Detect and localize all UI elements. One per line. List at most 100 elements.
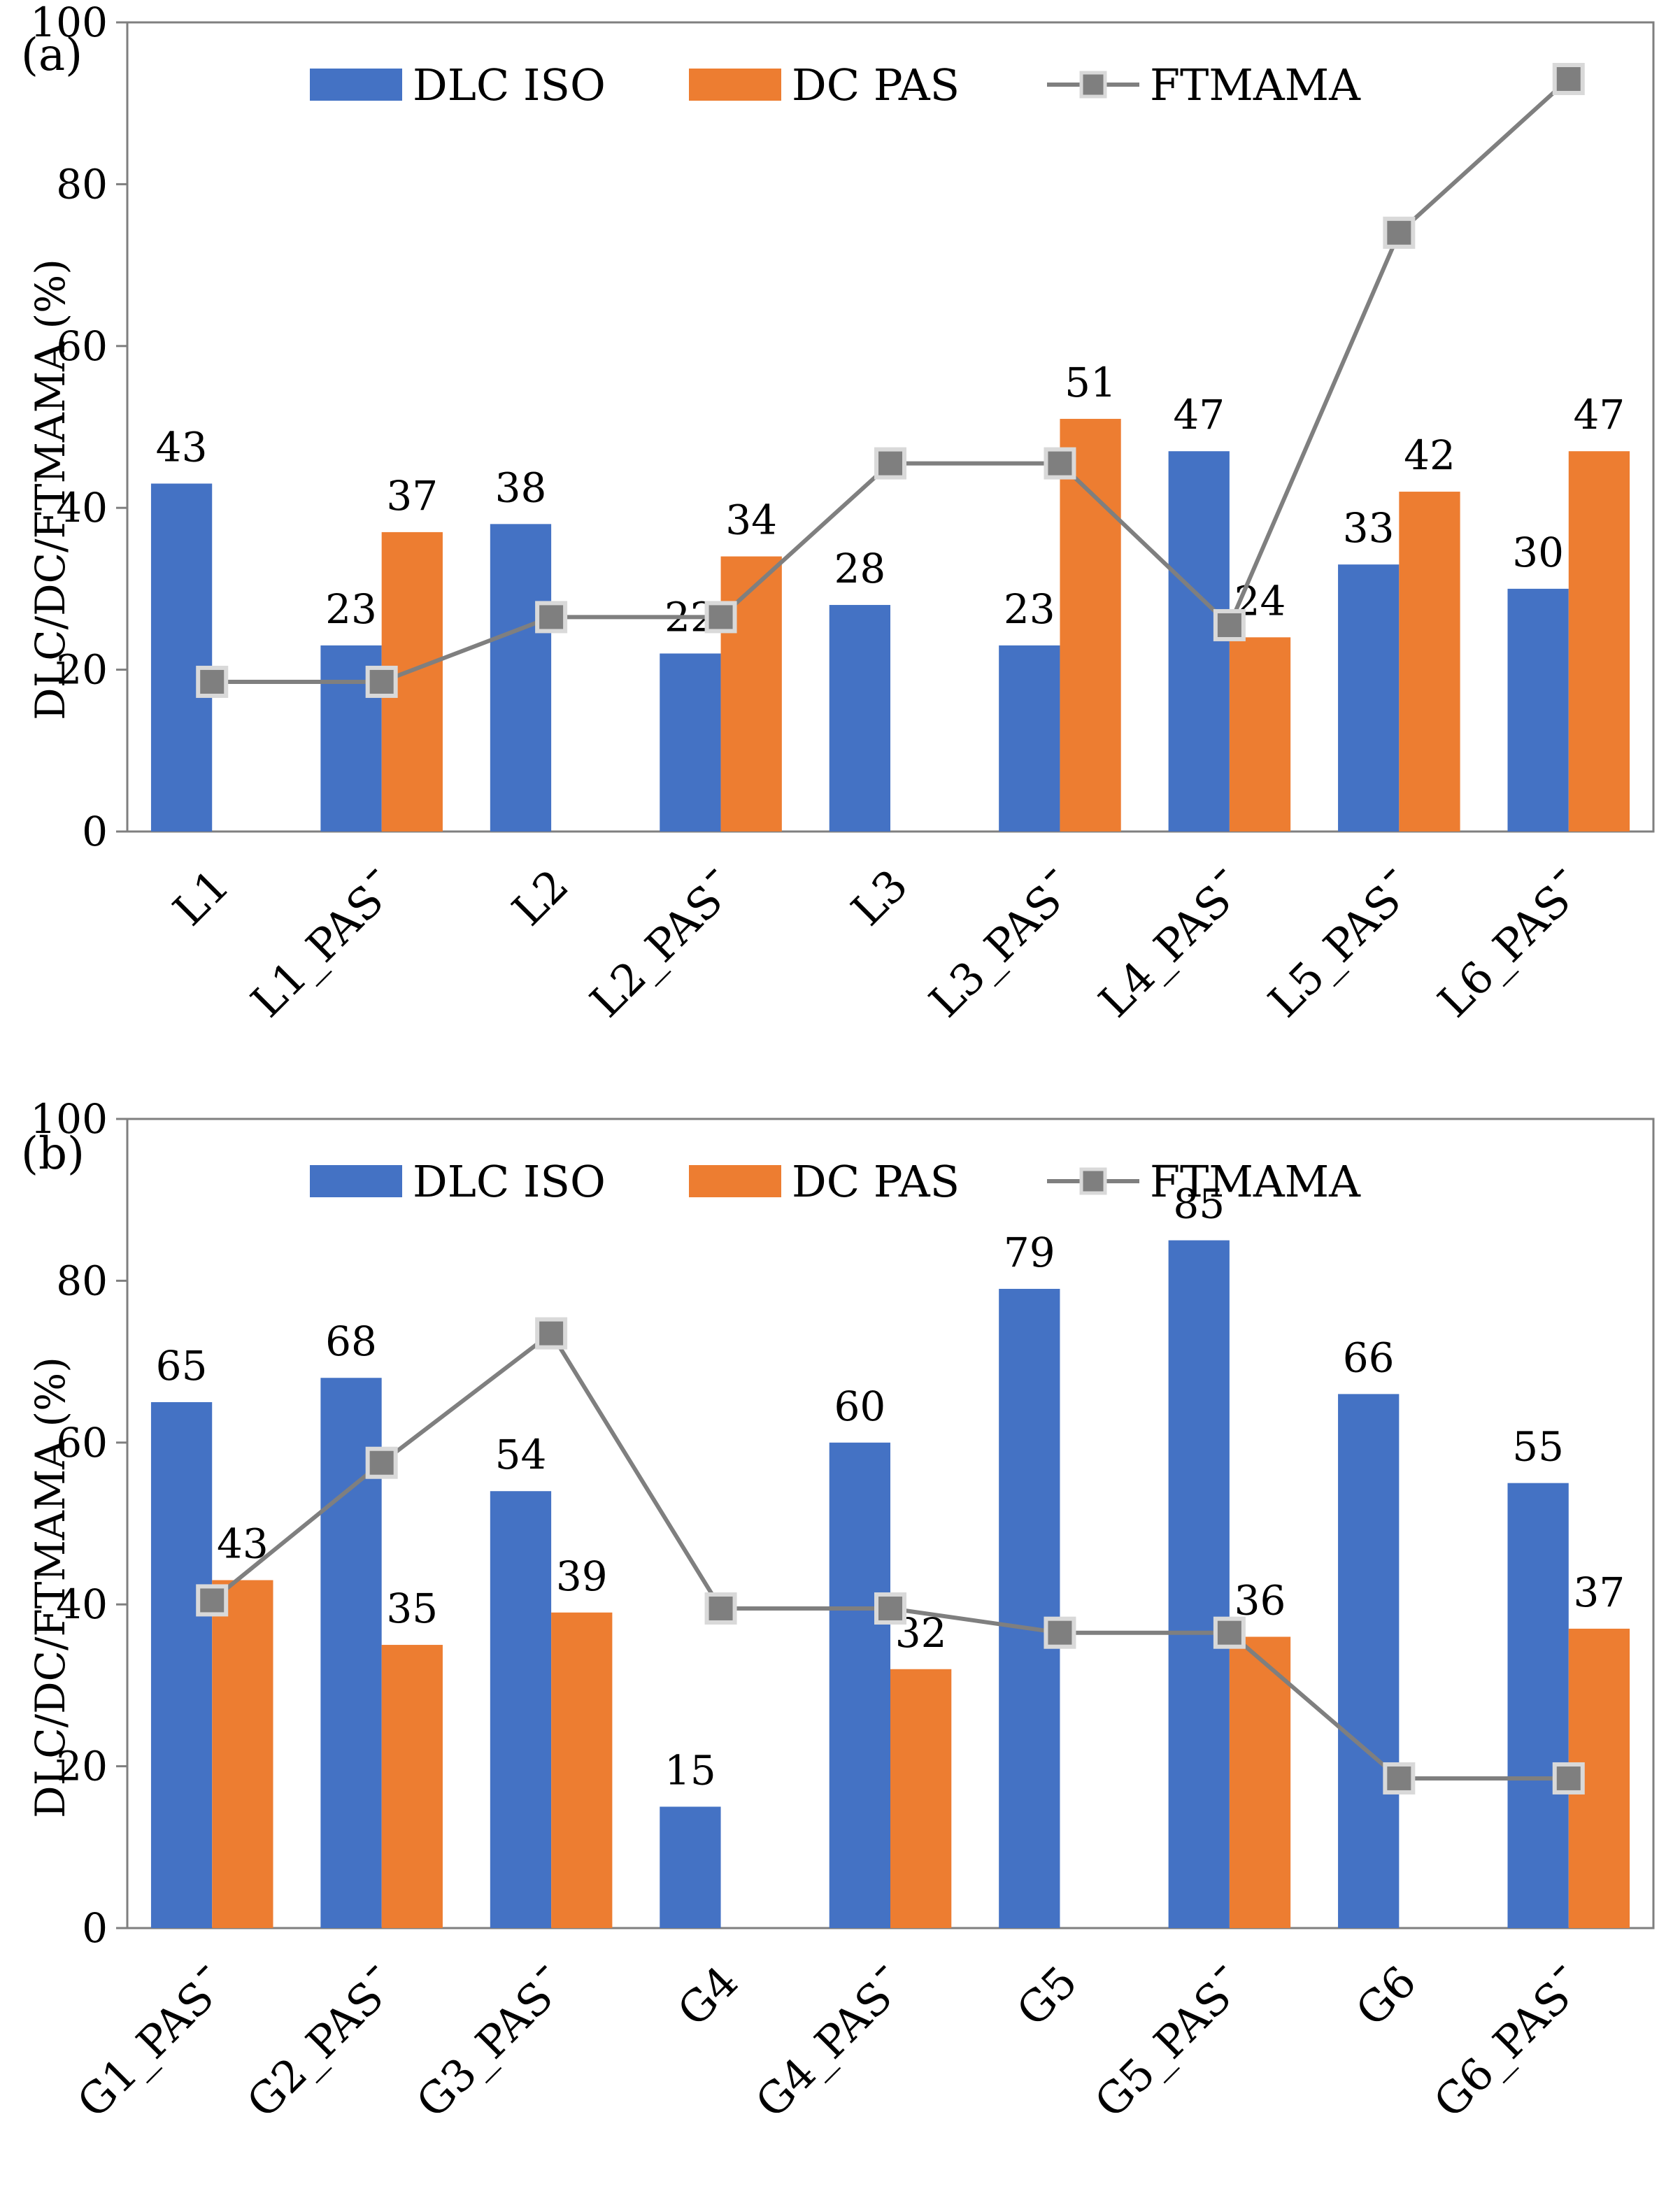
legend-marker-ftmama-a <box>1079 71 1107 99</box>
y-tick-label-b-20: 20 <box>56 1743 108 1790</box>
y-tick-label-a-0: 0 <box>82 808 108 855</box>
marker-ftmama-a-l5-pas <box>1383 216 1416 249</box>
panel-label-a: (a) <box>21 29 83 81</box>
bar-dlc-iso-a-l4-pas <box>1168 451 1230 832</box>
y-tick-label-a-60: 60 <box>56 322 108 370</box>
data-label-dlc-iso-b-g5: 79 <box>1004 1229 1055 1276</box>
marker-ftmama-b-g4-pas <box>874 1592 906 1625</box>
y-tick-label-a-80: 80 <box>56 160 108 208</box>
marker-ftmama-a-l2 <box>535 601 568 634</box>
marker-ftmama-b-g4 <box>704 1592 737 1625</box>
marker-ftmama-b-g5-pas <box>1213 1616 1246 1649</box>
legend-label-ftmama-a: FTMAMA <box>1150 59 1361 110</box>
y-tick-label-a-100: 100 <box>30 0 108 46</box>
data-label-dlc-iso-b-g6-pas: 55 <box>1512 1423 1564 1471</box>
data-label-dlc-iso-b-g2-pas: 68 <box>325 1318 377 1365</box>
legend-label-dc-pas-b: DC PAS <box>792 1156 960 1207</box>
panel-label-b: (b) <box>21 1128 85 1180</box>
bar-dlc-iso-b-g4-pas <box>829 1442 890 1928</box>
y-tick-label-a-20: 20 <box>56 646 108 694</box>
bar-dlc-iso-b-g5-pas <box>1168 1240 1230 1928</box>
y-tick-label-b-0: 0 <box>82 1904 108 1952</box>
bar-dlc-iso-a-l6-pas <box>1507 588 1569 832</box>
data-label-dlc-iso-a-l1-pas: 23 <box>325 585 377 633</box>
marker-ftmama-a-l4-pas <box>1213 608 1246 641</box>
y-tick-label-b-80: 80 <box>56 1257 108 1304</box>
legend-swatch-dc-pas-b <box>689 1165 781 1197</box>
y-axis-title-b: DLC/DC/FTMAMA (%) <box>27 1357 74 1818</box>
data-label-dc-pas-a-l5-pas: 42 <box>1404 431 1455 479</box>
data-label-dc-pas-a-l1-pas: 37 <box>386 472 438 520</box>
data-label-dlc-iso-a-l2: 38 <box>495 464 547 511</box>
data-label-dlc-iso-a-l4-pas: 47 <box>1173 391 1225 438</box>
data-label-dlc-iso-b-g3-pas: 54 <box>495 1431 547 1478</box>
bar-dc-pas-a-l4-pas <box>1229 637 1291 832</box>
marker-ftmama-a-l1 <box>196 665 229 698</box>
marker-ftmama-b-g2-pas <box>365 1446 398 1479</box>
bar-dc-pas-a-l2-pas <box>720 556 782 832</box>
bar-dlc-iso-a-l1 <box>150 483 213 832</box>
data-label-dlc-iso-b-g6: 66 <box>1343 1334 1395 1381</box>
data-label-dlc-iso-b-g1-pas: 65 <box>156 1342 208 1390</box>
bar-dlc-iso-b-g4 <box>660 1806 721 1928</box>
bar-dlc-iso-b-g6 <box>1338 1394 1400 1928</box>
y-axis-title-a: DLC/DC/FTMAMA (%) <box>27 259 74 720</box>
data-label-dlc-iso-a-l5-pas: 33 <box>1343 504 1395 552</box>
marker-ftmama-a-l6-pas <box>1552 62 1585 95</box>
marker-ftmama-b-g6 <box>1383 1762 1416 1794</box>
data-label-dc-pas-a-l6-pas: 47 <box>1574 391 1625 438</box>
bar-dlc-iso-a-l3 <box>829 605 890 832</box>
legend-a: DLC ISO DC PAS FTMAMA <box>310 59 1361 110</box>
data-label-dc-pas-b-g6-pas: 37 <box>1574 1569 1625 1616</box>
data-label-dc-pas-b-g5-pas: 36 <box>1234 1576 1286 1624</box>
data-label-dlc-iso-a-l6-pas: 30 <box>1512 529 1564 576</box>
data-label-dlc-iso-a-l3-pas: 23 <box>1004 585 1055 633</box>
marker-ftmama-a-l3 <box>874 447 906 480</box>
marker-ftmama-a-l1-pas <box>365 665 398 698</box>
bar-dc-pas-b-g1-pas <box>212 1580 273 1928</box>
marker-ftmama-b-g5 <box>1044 1616 1076 1649</box>
y-tick-label-b-40: 40 <box>56 1580 108 1628</box>
data-label-dc-pas-a-l3-pas: 51 <box>1065 359 1116 406</box>
legend-label-ftmama-b: FTMAMA <box>1150 1156 1361 1207</box>
data-label-dc-pas-b-g2-pas: 35 <box>386 1585 438 1632</box>
legend-swatch-dc-pas-a <box>689 69 781 101</box>
legend-b: DLC ISO DC PAS FTMAMA <box>310 1156 1361 1207</box>
bar-dc-pas-a-l6-pas <box>1568 451 1630 832</box>
bar-dc-pas-b-g3-pas <box>551 1612 613 1928</box>
y-tick-label-b-100: 100 <box>30 1095 108 1143</box>
bar-dc-pas-a-l3-pas <box>1060 418 1121 832</box>
data-label-dlc-iso-b-g4: 15 <box>664 1746 716 1794</box>
y-tick-label-b-60: 60 <box>56 1419 108 1467</box>
legend-swatch-dlc-iso-b <box>310 1165 402 1197</box>
data-label-dc-pas-b-g3-pas: 39 <box>556 1553 608 1600</box>
legend-label-dlc-iso-a: DLC ISO <box>413 59 606 110</box>
marker-ftmama-b-g6-pas <box>1552 1762 1585 1794</box>
bar-dlc-iso-a-l3-pas <box>999 645 1060 832</box>
legend-swatch-dlc-iso-a <box>310 69 402 101</box>
legend-label-dlc-iso-b: DLC ISO <box>413 1156 606 1207</box>
data-label-dc-pas-a-l2-pas: 34 <box>725 497 777 544</box>
data-label-dlc-iso-b-g4-pas: 60 <box>834 1383 885 1430</box>
bar-dlc-iso-b-g5 <box>999 1288 1060 1928</box>
data-label-dlc-iso-a-l3: 28 <box>834 545 885 592</box>
data-label-dlc-iso-a-l1: 43 <box>156 423 208 471</box>
marker-ftmama-b-g1-pas <box>196 1584 229 1617</box>
bar-dlc-iso-a-l2-pas <box>660 653 721 832</box>
bar-dc-pas-a-l5-pas <box>1399 492 1460 832</box>
bar-dc-pas-b-g4-pas <box>890 1669 952 1928</box>
marker-ftmama-a-l2-pas <box>704 601 737 634</box>
legend-label-dc-pas-a: DC PAS <box>792 59 960 110</box>
bar-dlc-iso-b-g1-pas <box>150 1401 213 1928</box>
bar-dc-pas-b-g5-pas <box>1229 1636 1291 1928</box>
legend-marker-ftmama-b <box>1079 1167 1107 1195</box>
data-label-dlc-iso-b-g5-pas: 85 <box>1173 1180 1225 1228</box>
bar-dlc-iso-b-g6-pas <box>1507 1483 1569 1928</box>
marker-ftmama-a-l3-pas <box>1044 447 1076 480</box>
bar-dlc-iso-a-l5-pas <box>1338 564 1400 832</box>
y-tick-label-a-40: 40 <box>56 484 108 531</box>
bar-dc-pas-b-g2-pas <box>381 1645 443 1928</box>
bar-dlc-iso-a-l2 <box>490 524 552 832</box>
marker-ftmama-b-g3-pas <box>535 1317 568 1350</box>
